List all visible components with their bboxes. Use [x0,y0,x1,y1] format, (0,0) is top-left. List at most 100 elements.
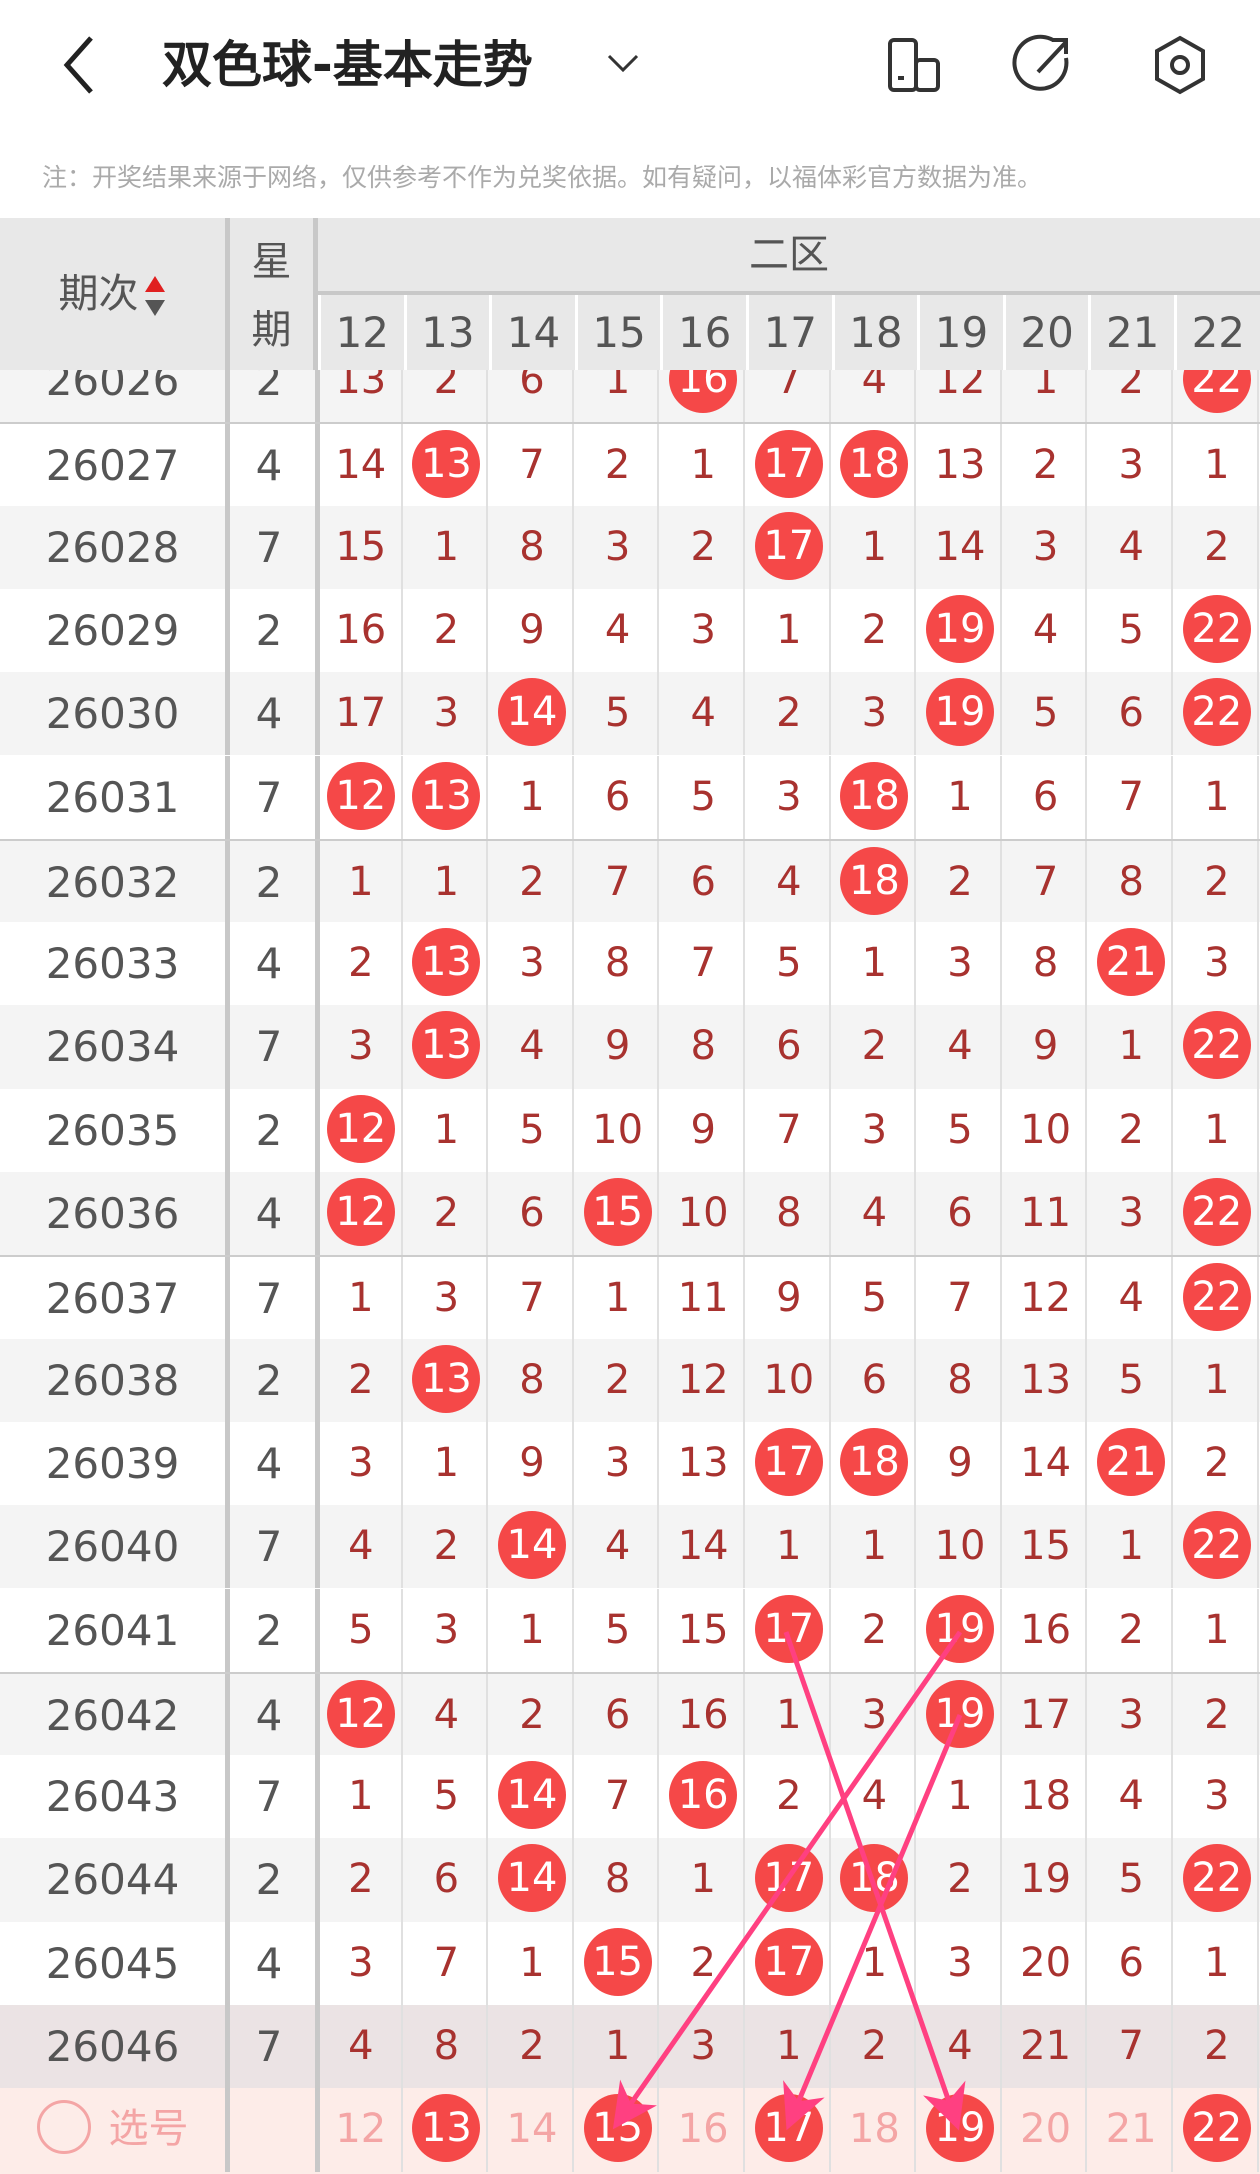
pick-ball-text: 14 [506,2106,558,2153]
miss-count-text: 4 [690,690,716,737]
grid-line [571,1257,574,1341]
miss-count: 3 [660,589,746,672]
miss-count: 5 [917,1089,1003,1172]
grid-line [1171,922,1173,1006]
grid-line [486,1673,489,1758]
hit-ball-text: 14 [497,1844,566,1913]
pick-ball-selected[interactable]: 13 [404,2088,490,2171]
miss-count: 2 [1088,370,1174,422]
pick-ball[interactable]: 16 [660,2088,746,2171]
share-icon[interactable] [1008,30,1078,100]
miss-count-text: 4 [1118,1275,1144,1322]
table-row[interactable]: 26027 4 14 13 7 2 1 17 18 13 2 3 1 [0,422,1260,508]
grid-line [1256,755,1259,839]
issue-number-text: 26030 [45,689,180,739]
miss-count-text: 13 [335,370,387,403]
miss-count-text: 6 [1032,773,1059,820]
pick-ball-selected[interactable]: 15 [575,2088,661,2171]
pick-ball-selected[interactable]: 22 [1174,2088,1260,2171]
table-row[interactable]: 26036 4 12 2 6 15 10 8 4 6 11 3 22 [0,1172,1260,1256]
grid-line [1256,588,1259,673]
pick-ball-selected[interactable]: 19 [917,2088,1003,2171]
grid-line [486,1588,489,1672]
table-row[interactable]: 26030 4 17 3 14 5 4 2 3 19 5 6 22 [0,672,1260,756]
chevron-down-icon[interactable] [605,48,641,78]
table-row[interactable]: 26037 7 1 3 7 1 11 9 5 7 12 4 22 [0,1255,1260,1341]
issue-number: 26045 [0,1922,225,2005]
table-row[interactable]: 26028 7 15 1 8 3 2 17 1 14 3 4 2 [0,505,1260,589]
grid-line [1256,1005,1259,1089]
miss-count: 12 [917,370,1003,422]
miss-count: 1 [917,1755,1003,1838]
table-row[interactable]: 26038 2 2 13 8 2 12 10 6 8 13 5 1 [0,1338,1260,1422]
settings-icon[interactable] [1145,30,1215,100]
trend-table[interactable]: 26026 2 13 2 6 1 16 7 4 12 1 2 22 26027 4 14 13 7 2 1 17 18 13… [0,370,1260,2174]
miss-count-text: 14 [1020,1439,1072,1486]
weekday: 2 [225,1089,313,1172]
table-row[interactable]: 26041 2 5 3 1 5 15 17 2 19 16 2 1 [0,1588,1260,1672]
pick-ball[interactable]: 12 [318,2088,404,2171]
miss-count-text: 2 [1032,442,1059,489]
pick-ball[interactable]: 14 [489,2088,575,2171]
pick-ball-text: 20 [1020,2106,1072,2153]
table-row[interactable]: 26043 7 1 5 14 7 16 2 4 1 18 4 3 [0,1755,1260,1839]
issue-header[interactable]: 期次 [0,218,225,370]
sort-icon[interactable] [143,274,167,318]
pick-ball[interactable]: 21 [1088,2088,1174,2171]
pick-ball[interactable]: 18 [832,2088,918,2171]
grid-line [914,840,917,925]
table-row[interactable]: 26026 2 13 2 6 1 16 7 4 12 1 2 22 [0,370,1260,423]
radio-circle-icon[interactable] [36,2100,91,2155]
grid-line [571,840,574,925]
grid-line [1171,755,1173,839]
grid-line [225,672,230,756]
miss-count-text: 1 [690,1856,716,1903]
column-header-18: 18 [831,295,918,370]
issue-number-text: 26039 [45,1438,180,1488]
miss-count-text: 2 [348,1356,374,1403]
miss-count-text: 1 [690,442,716,489]
page-title[interactable]: 双色球-基本走势 [162,36,533,94]
miss-count-text: 4 [1118,1773,1144,1820]
table-row[interactable]: 26035 2 12 1 5 10 9 7 3 5 10 2 1 [0,1088,1260,1172]
grid-line [225,755,230,839]
table-row[interactable]: 26032 2 1 1 2 7 6 4 18 2 7 8 2 [0,838,1260,925]
table-row[interactable]: 26044 2 2 6 14 8 1 17 18 2 19 5 22 [0,1838,1260,1922]
grid-line [1256,840,1259,925]
miss-count-text: 1 [861,1939,888,1986]
back-icon[interactable] [55,30,105,100]
miss-count-text: 3 [348,1939,374,1986]
miss-count-text: 6 [519,1190,545,1236]
miss-count-text: 4 [1118,523,1144,570]
weekday-text: 4 [255,689,283,739]
miss-count: 9 [575,1005,661,1088]
device-icon[interactable] [880,30,950,100]
table-row[interactable]: 26040 7 4 2 14 4 14 1 1 10 15 1 22 [0,1505,1260,1589]
miss-count: 10 [746,1339,832,1422]
miss-count-text: 13 [934,442,986,489]
miss-count-text: 3 [1204,1773,1230,1820]
table-row[interactable]: 26039 4 3 1 9 3 13 17 18 9 14 21 2 [0,1421,1260,1506]
table-row[interactable]: 26042 4 12 4 2 6 16 1 3 19 17 3 2 [0,1671,1260,1758]
miss-count-text: 1 [861,523,888,570]
pick-toggle[interactable]: 选号 [0,2088,225,2171]
pick-ball-selected[interactable]: 17 [746,2088,832,2171]
miss-count-text: 14 [934,523,986,570]
table-row[interactable]: 26029 2 16 2 9 4 3 1 2 19 4 5 22 [0,588,1260,673]
grid-line [571,1921,574,2005]
miss-count-text: 16 [1020,1606,1072,1653]
table-row[interactable]: 26031 7 12 13 1 6 5 3 18 1 6 7 1 [0,755,1260,839]
table-row[interactable]: 26034 7 3 13 4 9 8 6 2 4 9 1 22 [0,1005,1260,1089]
hit-ball: 22 [1174,1838,1260,1921]
miss-count-text: 2 [519,1691,545,1738]
pick-row[interactable]: 选号 12 13 14 15 16 17 18 19 20 21 22 [0,2088,1260,2174]
pick-ball[interactable]: 20 [1003,2088,1089,2171]
miss-count: 4 [404,1674,490,1757]
miss-count: 1 [489,756,575,839]
table-row[interactable]: 26033 4 2 13 3 8 7 5 1 3 8 21 3 [0,922,1260,1006]
miss-count: 4 [917,1005,1003,1088]
table-row[interactable]: 26046 7 4 8 2 1 3 1 2 4 21 7 2 [0,2005,1260,2089]
hit-ball-text: 19 [925,678,994,747]
weekday-text: 4 [255,939,283,989]
table-row[interactable]: 26045 4 3 7 1 15 2 17 1 3 20 6 1 [0,1921,1260,2005]
